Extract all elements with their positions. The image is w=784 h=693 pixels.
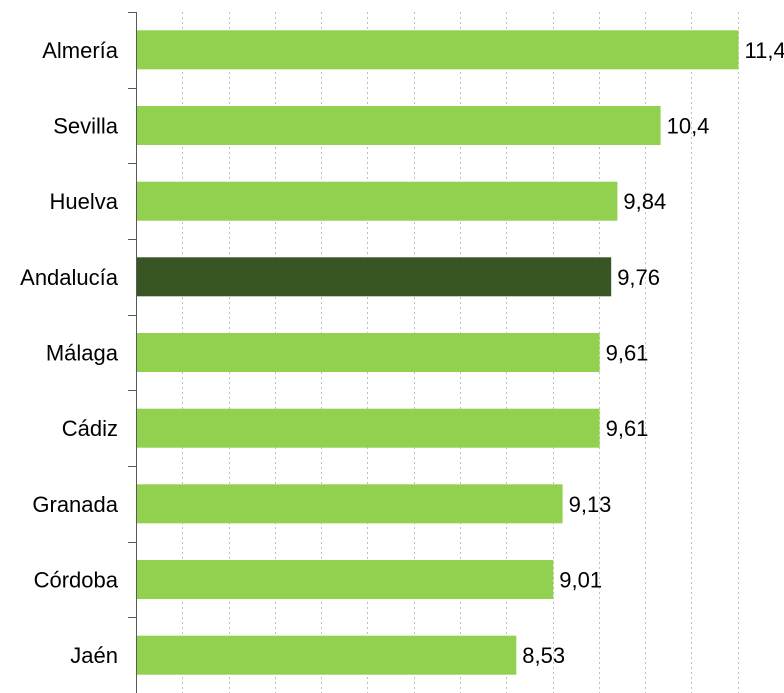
category-label: Huelva [50, 189, 119, 214]
bar-6 [136, 408, 600, 448]
bar-5 [136, 333, 600, 372]
category-label: Granada [32, 492, 118, 517]
bar-1 [136, 30, 739, 70]
value-label: 9,13 [569, 492, 612, 517]
category-label: Jaén [70, 643, 118, 668]
category-label: Córdoba [34, 568, 119, 593]
category-label: Sevilla [53, 114, 119, 139]
bar-9 [136, 635, 517, 675]
category-label: Málaga [46, 341, 119, 366]
value-label: 9,61 [606, 416, 649, 441]
category-label: Almería [42, 38, 119, 63]
value-label: 9,61 [606, 341, 649, 366]
bar-4 [136, 257, 612, 297]
labels: Almería 11,41 Sevilla 10,4 Huelva 9,84 Andaluc… [20, 38, 784, 668]
value-label: 9,76 [617, 265, 660, 290]
value-label: 9,84 [623, 189, 666, 214]
bar-7 [136, 484, 563, 524]
bar-2 [136, 106, 661, 145]
value-label: 9,01 [559, 568, 602, 593]
bar-8 [136, 560, 554, 599]
category-axis [128, 12, 137, 693]
value-label: 8,53 [522, 643, 565, 668]
category-label: Andalucía [20, 265, 119, 290]
bars [136, 30, 739, 675]
value-label: 10,4 [667, 114, 710, 139]
bar-3 [136, 181, 618, 221]
category-label: Cádiz [62, 416, 118, 441]
value-label: 11,41 [745, 38, 784, 63]
